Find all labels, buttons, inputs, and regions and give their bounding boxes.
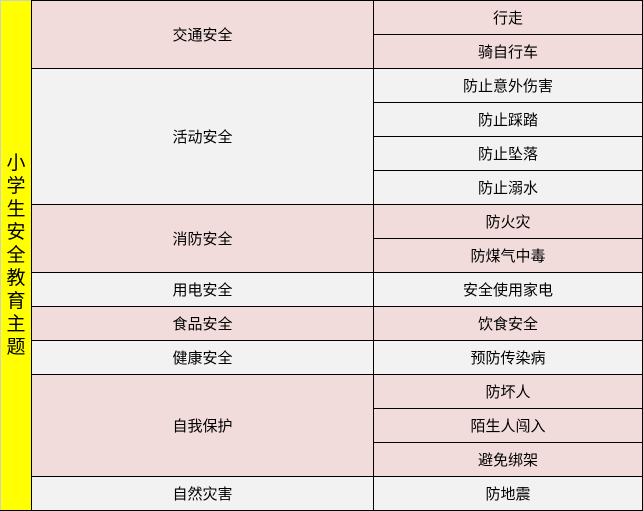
table-row: 活动安全 防止意外伤害 (1, 68, 643, 205)
category-cell: 活动安全 (31, 68, 374, 205)
vertical-title: 小学生安全教育主题 (0, 0, 32, 511)
category-cell: 交通安全 (31, 0, 374, 69)
table-row: 防止溺水 (1, 170, 643, 205)
item-cell: 行走 (373, 0, 643, 35)
category-cell: 自然灾害 (31, 476, 374, 511)
item-cell: 防煤气中毒 (373, 238, 643, 273)
item-cell: 预防传染病 (373, 340, 643, 375)
table-row: 健康安全 预防传染病 (1, 340, 643, 375)
item-cell: 防止坠落 (373, 136, 643, 171)
category-cell: 食品安全 (31, 306, 374, 341)
category-cell: 自我保护 (31, 374, 374, 477)
table-row: 骑自行车 (1, 34, 643, 69)
table-row: 食品安全 饮食安全 (1, 306, 643, 341)
item-cell: 防止踩踏 (373, 102, 643, 137)
table-row: 用电安全 安全使用家电 (1, 272, 643, 307)
table-row: 自然灾害 防地震 (1, 476, 643, 511)
table-row: 陌生人闯入 (1, 408, 643, 443)
item-cell: 安全使用家电 (373, 272, 643, 307)
table-row: 防煤气中毒 (1, 238, 643, 273)
item-cell: 防坏人 (373, 374, 643, 409)
category-cell: 健康安全 (31, 340, 374, 375)
item-cell: 骑自行车 (373, 34, 643, 69)
item-cell: 防火灾 (373, 204, 643, 239)
item-cell: 避免绑架 (373, 442, 643, 477)
category-cell: 消防安全 (31, 204, 374, 273)
table-row: 自我保护 防坏人 (1, 374, 643, 477)
table-row: 避免绑架 (1, 442, 643, 477)
item-cell: 饮食安全 (373, 306, 643, 341)
item-cell: 陌生人闯入 (373, 408, 643, 443)
table-row: 消防安全 防火灾 (1, 204, 643, 273)
item-cell: 防地震 (373, 476, 643, 511)
item-cell: 防止溺水 (373, 170, 643, 205)
item-cell: 防止意外伤害 (373, 68, 643, 103)
category-cell: 用电安全 (31, 272, 374, 307)
